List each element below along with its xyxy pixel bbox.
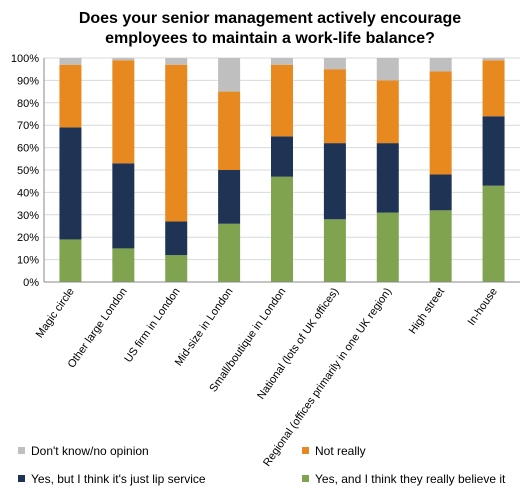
bar-segment <box>112 248 135 282</box>
bar-segment <box>482 116 505 186</box>
bar-segment <box>165 221 188 256</box>
y-tick-label: 40% <box>17 187 39 199</box>
legend-label: Don't know/no opinion <box>31 444 149 458</box>
bar-segment <box>323 58 346 70</box>
bar-segment <box>59 127 82 240</box>
x-category-label: High street <box>407 286 447 336</box>
y-tick-label: 60% <box>17 143 39 155</box>
bar-segment <box>482 185 505 282</box>
y-tick-label: 0% <box>23 277 39 289</box>
bar-segment <box>271 64 293 137</box>
bar-segment <box>376 58 399 81</box>
x-category-label: Magic circle <box>34 286 77 340</box>
bar-segment <box>218 58 241 92</box>
bar-segment <box>112 58 135 61</box>
bar-segment <box>165 58 188 65</box>
legend-label: Yes, and I think they really believe it <box>315 472 506 486</box>
y-tick-label: 50% <box>17 165 39 177</box>
bars <box>59 58 505 282</box>
bar-segment <box>482 60 505 117</box>
bar-segment <box>59 239 82 282</box>
bar-segment <box>323 219 346 282</box>
bar-segment <box>323 143 346 220</box>
y-tick-label: 100% <box>11 53 39 65</box>
x-category-label: Other large London <box>66 286 130 371</box>
y-tick-label: 30% <box>17 210 39 222</box>
bar-segment <box>218 223 241 282</box>
chart-title-line: Does your senior management actively enc… <box>79 10 461 27</box>
bar-segment <box>112 60 135 164</box>
bar-segment <box>165 64 188 222</box>
x-category-label: US firm in London <box>122 286 182 365</box>
x-category-label: In-house <box>466 286 500 328</box>
y-axis-tick-labels: 0% 10% 20% 30% 40% 50% 60% 70% 80% 90% 100% <box>11 53 39 289</box>
chart-title: Does your senior management actively enc… <box>79 10 461 47</box>
chart-title-line: employees to maintain a work-life balanc… <box>105 30 435 47</box>
bar-segment <box>218 170 241 224</box>
legend-swatch <box>302 447 309 454</box>
bar-segment <box>218 91 241 170</box>
y-tick-label: 80% <box>17 98 39 110</box>
y-tick-label: 90% <box>17 75 39 87</box>
x-category-label: Mid-size in London <box>173 286 236 369</box>
bar-segment <box>165 255 188 282</box>
legend-swatch <box>18 475 25 482</box>
legend-label: Not really <box>315 444 366 458</box>
bar-segment <box>376 212 399 282</box>
y-tick-label: 70% <box>17 120 39 132</box>
bar-segment <box>59 64 82 128</box>
legend-swatch <box>302 475 309 482</box>
bar-segment <box>271 58 293 65</box>
bar-segment <box>482 58 505 61</box>
legend-swatch <box>18 447 25 454</box>
bar-segment <box>429 58 452 72</box>
bar-segment <box>112 163 135 249</box>
bar-segment <box>323 69 346 144</box>
axes <box>43 58 520 283</box>
bar-segment <box>429 71 452 175</box>
legend: Don't know/no opinion Not really Yes, but … <box>18 444 506 486</box>
bar-segment <box>376 80 399 144</box>
bar-segment <box>429 210 452 282</box>
bar-segment <box>59 58 82 65</box>
y-tick-label: 20% <box>17 232 39 244</box>
bar-segment <box>271 136 293 177</box>
y-tick-label: 10% <box>17 255 39 267</box>
bar-segment <box>376 143 399 213</box>
bar-segment <box>429 174 452 211</box>
bar-segment <box>271 176 293 282</box>
legend-label: Yes, but I think it's just lip service <box>31 472 206 486</box>
